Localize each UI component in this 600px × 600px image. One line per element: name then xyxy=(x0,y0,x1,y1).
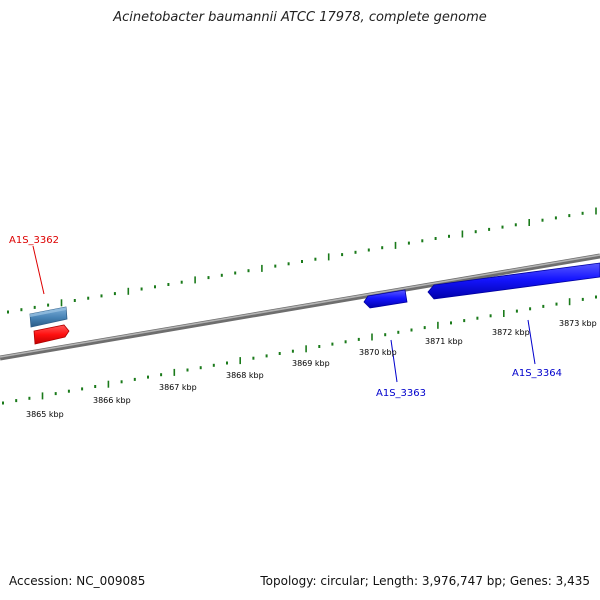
scale-label: 3869 kbp xyxy=(292,359,330,368)
topology-text: Topology: circular; Length: 3,976,747 bp… xyxy=(260,574,590,588)
scale-label: 3866 kbp xyxy=(93,396,131,405)
scale-label: 3868 kbp xyxy=(226,371,264,380)
scale-labels: 3865 kbp 3866 kbp 3867 kbp 3868 kbp 3869… xyxy=(26,319,597,419)
scale-label: 3871 kbp xyxy=(425,337,463,346)
scale-label: 3873 kbp xyxy=(559,319,597,328)
inner-tick-track xyxy=(2,295,597,405)
scale-label: 3870 kbp xyxy=(359,348,397,357)
genome-backbone xyxy=(0,253,600,361)
gene-label-A1S_3362[interactable]: A1S_3362 xyxy=(9,235,59,246)
accession-text: Accession: NC_009085 xyxy=(9,574,146,588)
outer-tick-track xyxy=(7,207,597,314)
gene-feature-A1S_3362-forward[interactable] xyxy=(29,306,68,328)
callout-line-A1S_3364 xyxy=(527,319,536,365)
scale-label: 3865 kbp xyxy=(26,410,64,419)
gene-feature-A1S_3362[interactable] xyxy=(33,324,70,345)
gene-label-A1S_3364[interactable]: A1S_3364 xyxy=(512,368,562,379)
scale-label: 3867 kbp xyxy=(159,383,197,392)
callout-line-A1S_3363 xyxy=(390,339,398,383)
gene-feature-A1S_3364[interactable] xyxy=(427,262,600,300)
map-title: Acinetobacter baumannii ATCC 17978, comp… xyxy=(113,10,487,25)
gene-label-A1S_3363[interactable]: A1S_3363 xyxy=(376,388,426,399)
callout-line-A1S_3362 xyxy=(32,245,45,295)
gene-feature-A1S_3363[interactable] xyxy=(363,289,408,309)
scale-label: 3872 kbp xyxy=(492,328,530,337)
